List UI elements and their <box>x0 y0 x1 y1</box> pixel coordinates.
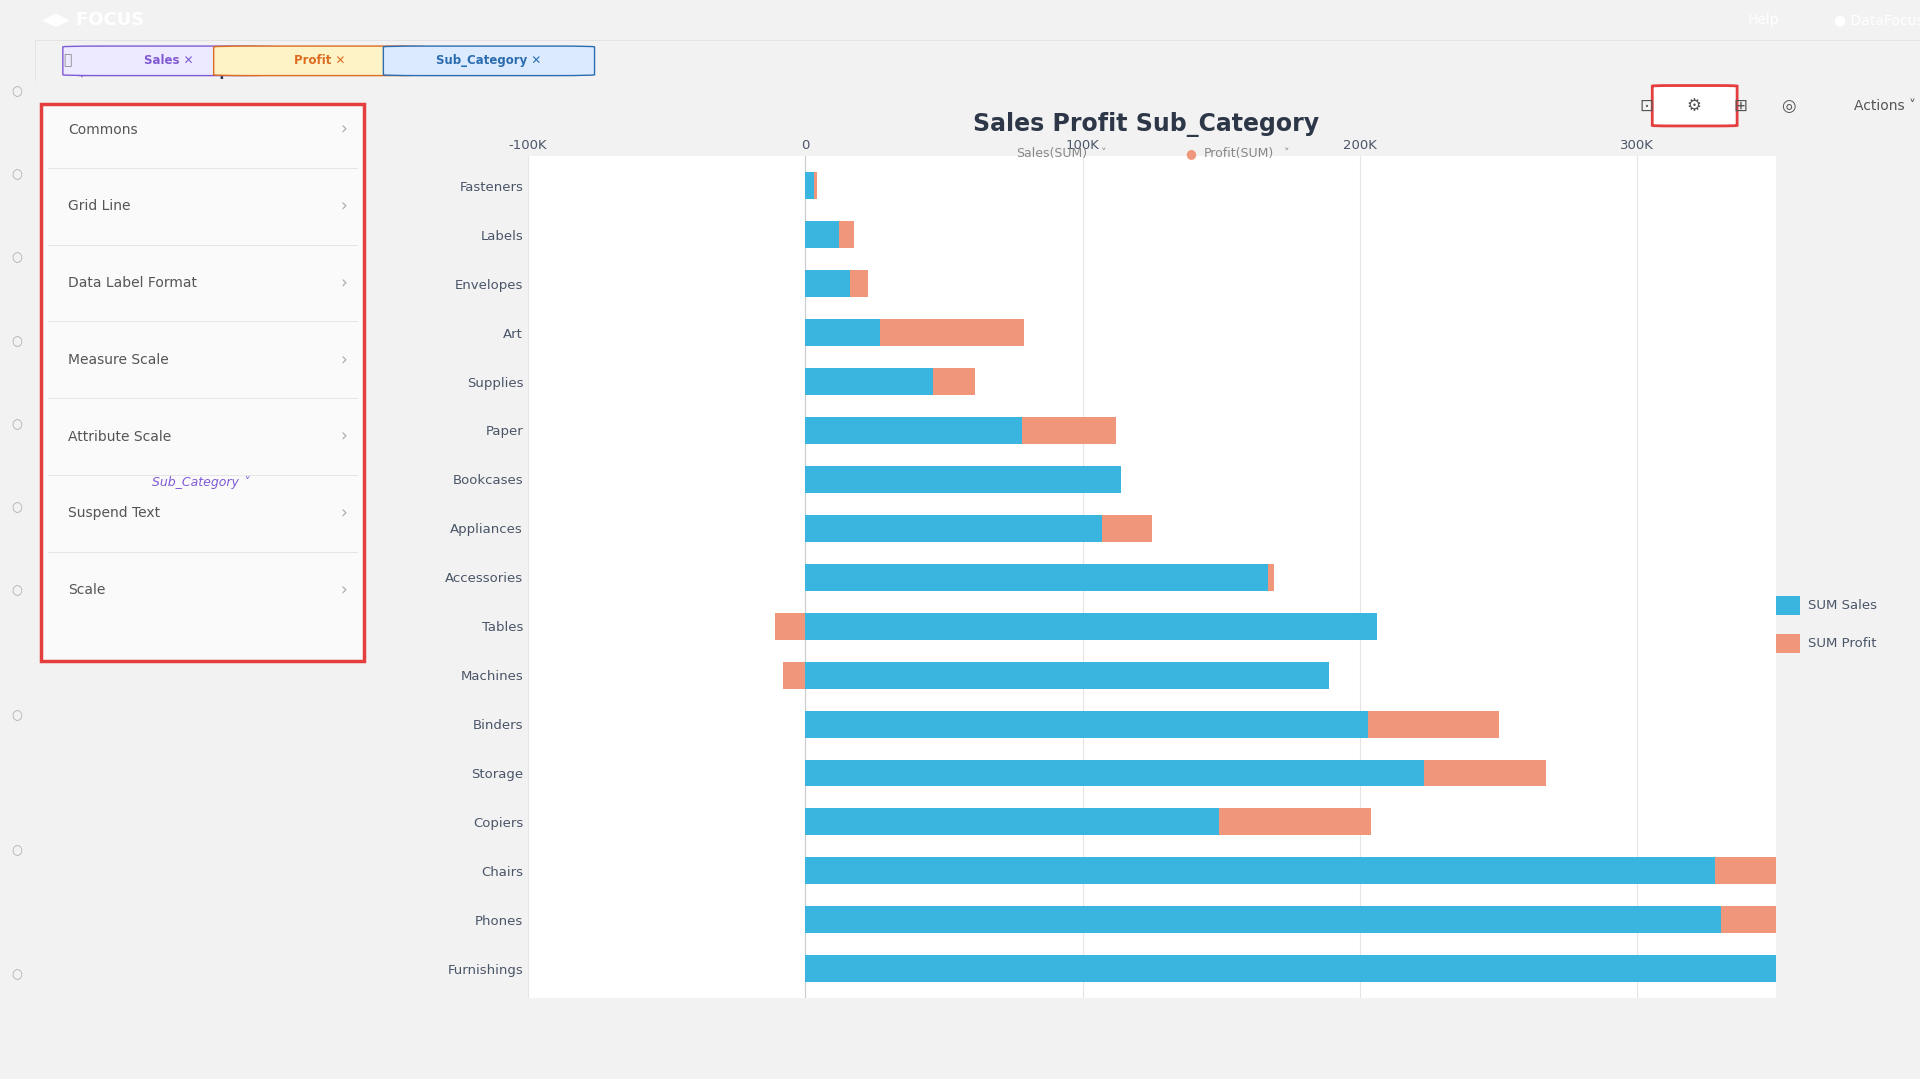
Bar <box>776 613 804 640</box>
Text: ○: ○ <box>12 85 23 98</box>
Bar <box>839 221 854 248</box>
Bar <box>1269 564 1275 590</box>
Text: ○: ○ <box>12 251 23 264</box>
Bar <box>1425 760 1546 787</box>
Bar <box>804 270 851 297</box>
Bar <box>804 221 839 248</box>
Text: SUM Sales: SUM Sales <box>1809 600 1878 613</box>
Text: ●: ● <box>1185 147 1196 160</box>
Text: ›: › <box>340 121 348 138</box>
Bar <box>783 661 804 688</box>
Bar <box>804 368 933 395</box>
Text: ›: › <box>340 274 348 292</box>
Bar <box>804 711 1369 738</box>
Bar <box>1776 634 1801 654</box>
Text: ○: ○ <box>12 418 23 431</box>
Bar <box>1776 597 1801 615</box>
Text: Actions ˅: Actions ˅ <box>1855 99 1916 112</box>
FancyBboxPatch shape <box>1653 85 1738 126</box>
Text: Set Chart Properties: Set Chart Properties <box>108 65 278 80</box>
Bar <box>804 613 1377 640</box>
Bar <box>879 319 1025 346</box>
Bar <box>1102 515 1152 542</box>
Bar <box>804 564 1269 590</box>
Text: ⊞: ⊞ <box>1734 97 1747 114</box>
Text: ○: ○ <box>12 709 23 722</box>
Bar <box>1720 906 1843 933</box>
Text: Scale: Scale <box>69 583 106 597</box>
Text: 🔍: 🔍 <box>63 54 71 67</box>
Text: ○: ○ <box>12 168 23 181</box>
Bar <box>1021 416 1116 443</box>
Text: ›: › <box>340 582 348 599</box>
Text: Profit ✕: Profit ✕ <box>294 54 346 67</box>
Text: Measure Scale: Measure Scale <box>69 353 169 367</box>
FancyBboxPatch shape <box>63 46 275 76</box>
Text: Grid Line: Grid Line <box>69 200 131 214</box>
Text: Suspend Text: Suspend Text <box>69 506 159 520</box>
Text: ◀▶ FOCUS: ◀▶ FOCUS <box>42 11 144 29</box>
Text: ◎: ◎ <box>1780 97 1795 114</box>
Bar <box>1369 711 1500 738</box>
Text: ○: ○ <box>12 584 23 597</box>
Text: Profit(SUM): Profit(SUM) <box>1204 147 1273 160</box>
Text: Sub_Category ✕: Sub_Category ✕ <box>436 54 541 67</box>
Text: ›: › <box>340 197 348 216</box>
Bar <box>804 466 1121 493</box>
FancyBboxPatch shape <box>384 46 595 76</box>
Text: ›: › <box>340 351 348 369</box>
Text: Sales Profit Sub_Category: Sales Profit Sub_Category <box>973 111 1319 137</box>
Text: ›: › <box>340 504 348 522</box>
Bar <box>804 955 1920 982</box>
Text: ˅: ˅ <box>1284 148 1288 159</box>
Text: SUM Profit: SUM Profit <box>1809 638 1876 651</box>
Bar <box>804 808 1219 835</box>
Text: Data Label Format: Data Label Format <box>69 276 198 290</box>
Text: Attribute Scale: Attribute Scale <box>69 429 171 443</box>
Bar <box>804 173 814 200</box>
Text: ˅: ˅ <box>1102 148 1106 159</box>
FancyBboxPatch shape <box>42 104 363 660</box>
Bar <box>933 368 975 395</box>
Text: ○: ○ <box>12 501 23 514</box>
Bar <box>804 760 1425 787</box>
Bar <box>804 319 879 346</box>
Bar <box>814 173 818 200</box>
Text: Sales(SUM): Sales(SUM) <box>1016 147 1089 160</box>
Text: ● DataFocus: ● DataFocus <box>1834 13 1920 27</box>
Text: Sub_Category ˅: Sub_Category ˅ <box>152 476 250 489</box>
Text: ⊡: ⊡ <box>1640 97 1653 114</box>
Bar <box>1219 808 1371 835</box>
Bar <box>804 661 1329 688</box>
Text: ○: ○ <box>12 969 23 982</box>
Text: ⚙: ⚙ <box>75 65 88 80</box>
Bar <box>804 416 1021 443</box>
Text: ○: ○ <box>12 844 23 857</box>
FancyBboxPatch shape <box>213 46 424 76</box>
Text: ›: › <box>340 427 348 446</box>
Text: ✕: ✕ <box>338 65 349 79</box>
Bar <box>851 270 868 297</box>
Bar <box>804 515 1102 542</box>
Text: ○: ○ <box>12 334 23 347</box>
Bar <box>804 906 1720 933</box>
Text: Help: Help <box>1747 13 1778 27</box>
Text: Sales ✕: Sales ✕ <box>144 54 194 67</box>
Text: Commons: Commons <box>69 123 138 137</box>
Bar <box>804 858 1715 885</box>
Text: ⚙: ⚙ <box>1686 97 1701 114</box>
Bar <box>1715 858 1788 885</box>
